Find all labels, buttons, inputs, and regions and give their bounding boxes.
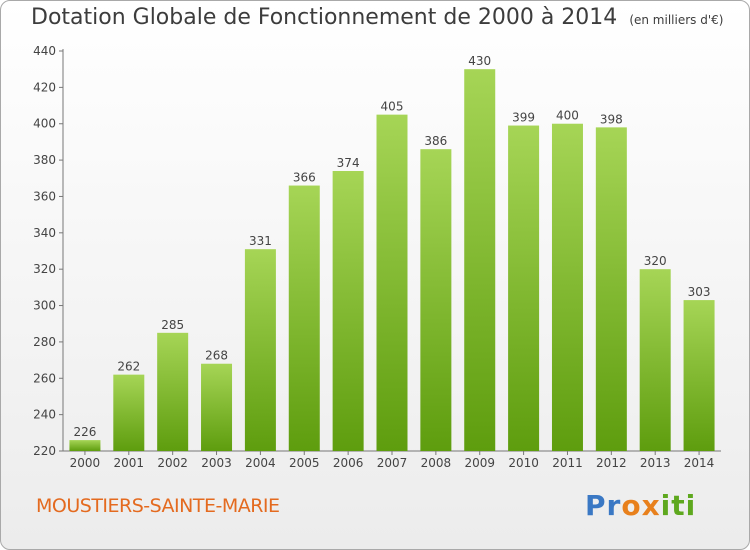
logo-letter: r xyxy=(606,489,622,522)
y-tick-label: 340 xyxy=(33,226,56,240)
y-tick-label: 320 xyxy=(33,262,56,276)
bar xyxy=(288,185,320,451)
x-tick-label: 2003 xyxy=(201,456,232,470)
y-tick-label: 220 xyxy=(33,444,56,458)
bar xyxy=(639,269,671,451)
x-tick-label: 2011 xyxy=(552,456,583,470)
data-label: 262 xyxy=(117,360,140,374)
data-label: 386 xyxy=(424,134,447,148)
x-tick-label: 2012 xyxy=(596,456,627,470)
y-tick-label: 440 xyxy=(33,44,56,58)
x-tick-label: 2000 xyxy=(70,456,101,470)
x-tick-label: 2009 xyxy=(464,456,495,470)
title-unit: (en milliers d'€) xyxy=(629,13,724,27)
data-label: 399 xyxy=(512,111,535,125)
bar xyxy=(420,149,452,451)
x-tick-label: 2014 xyxy=(684,456,715,470)
y-tick-label: 300 xyxy=(33,299,56,313)
x-tick-label: 2013 xyxy=(640,456,671,470)
x-tick-label: 2004 xyxy=(245,456,276,470)
data-label: 285 xyxy=(161,318,184,332)
logo-letter: x xyxy=(641,489,661,522)
logo-letter: o xyxy=(621,489,642,522)
proxiti-logo: Proxiti xyxy=(585,489,696,522)
data-label: 331 xyxy=(249,234,272,248)
bar xyxy=(113,374,145,451)
y-tick-label: 260 xyxy=(33,371,56,385)
data-label: 400 xyxy=(556,109,579,123)
data-label: 374 xyxy=(337,156,360,170)
bar xyxy=(376,114,408,452)
place-name: MOUSTIERS-SAINTE-MARIE xyxy=(36,495,280,517)
bar xyxy=(157,332,189,451)
title-text: Dotation Globale de Fonctionnement de 20… xyxy=(31,5,618,30)
data-label: 405 xyxy=(381,100,404,114)
y-tick-label: 420 xyxy=(33,80,56,94)
bar xyxy=(595,127,627,451)
x-tick-label: 2006 xyxy=(333,456,364,470)
bar xyxy=(551,123,583,452)
x-tick-label: 2007 xyxy=(377,456,408,470)
y-tick-label: 380 xyxy=(33,153,56,167)
y-tick-label: 400 xyxy=(33,117,56,131)
logo-letter: i xyxy=(660,489,672,522)
data-label: 398 xyxy=(600,112,623,126)
logo-letter: i xyxy=(685,489,697,522)
x-tick-label: 2002 xyxy=(157,456,188,470)
logo-letter: t xyxy=(671,489,686,522)
data-label: 366 xyxy=(293,171,316,185)
chart-title: Dotation Globale de Fonctionnement de 20… xyxy=(31,5,723,30)
data-label: 430 xyxy=(468,54,491,68)
x-tick-label: 2005 xyxy=(289,456,320,470)
y-tick-label: 360 xyxy=(33,189,56,203)
x-tick-label: 2008 xyxy=(421,456,452,470)
bar xyxy=(69,440,101,451)
bar xyxy=(508,125,540,451)
data-label: 320 xyxy=(644,254,667,268)
data-label: 226 xyxy=(73,425,96,439)
bar xyxy=(201,363,233,451)
bar xyxy=(244,249,276,451)
bar xyxy=(464,69,496,451)
x-tick-label: 2010 xyxy=(508,456,539,470)
y-tick-label: 240 xyxy=(33,408,56,422)
data-label: 268 xyxy=(205,349,228,363)
x-tick-label: 2001 xyxy=(114,456,145,470)
data-label: 303 xyxy=(688,285,711,299)
bar xyxy=(332,171,364,451)
y-tick-label: 280 xyxy=(33,335,56,349)
logo-letter: P xyxy=(585,489,607,522)
bar xyxy=(683,300,715,451)
